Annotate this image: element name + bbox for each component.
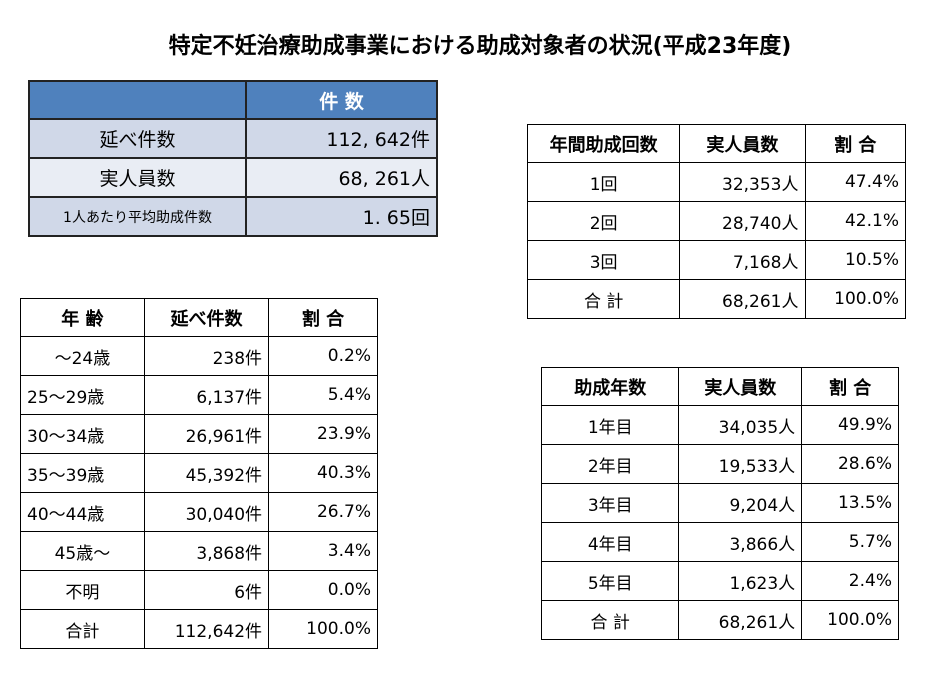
table-cell: 7,168人	[679, 240, 806, 280]
row-value: 68, 261人	[245, 157, 438, 198]
table-cell: 2.4%	[801, 561, 899, 601]
table-cell: 68,261人	[678, 600, 803, 640]
table-cell: 合 計	[526, 279, 681, 319]
row-value: 112, 642件	[245, 118, 438, 159]
table-cell: 5.7%	[801, 522, 899, 562]
table-row: 4年目 3,866人 5.7%	[540, 522, 899, 562]
table-row: ～24歳 238件 0.2%	[20, 336, 378, 376]
table-cell: 68,261人	[679, 279, 806, 319]
table-row: 35～39歳 45,392件 40.3%	[20, 453, 378, 493]
table-cell: 23.9%	[268, 414, 378, 454]
table-cell: 100.0%	[268, 609, 378, 649]
table-cell: 112,642件	[143, 609, 270, 649]
table-cell: 13.5%	[801, 483, 899, 523]
table-cell: 42.1%	[804, 201, 906, 241]
table-row: 2回 28,740人 42.1%	[526, 201, 906, 241]
table-cell: 40.3%	[268, 453, 378, 493]
table-cell: 合 計	[540, 600, 680, 640]
table-cell: 45,392件	[143, 453, 270, 493]
table-cell: 6件	[143, 570, 270, 610]
table-cell: 26.7%	[268, 492, 378, 532]
table-cell: 2回	[526, 201, 681, 241]
table-row: 1回 32,353人 47.4%	[526, 162, 906, 202]
table-cell: 28,740人	[679, 201, 806, 241]
table-cell: 26,961件	[143, 414, 270, 454]
table-row: 5年目 1,623人 2.4%	[540, 561, 899, 601]
table-row: 3年目 9,204人 13.5%	[540, 483, 899, 523]
table-cell: 0.0%	[268, 570, 378, 610]
table-row: 合 計 68,261人 100.0%	[540, 600, 899, 640]
table-cell: 0.2%	[268, 336, 378, 376]
column-header: 年 齢	[20, 298, 145, 337]
table-cell: 3,868件	[143, 531, 270, 571]
table-cell: 45歳～	[20, 531, 145, 571]
row-value: 1. 65回	[245, 196, 438, 237]
table-row: 3回 7,168人 10.5%	[526, 240, 906, 280]
table-cell: 47.4%	[804, 162, 906, 202]
table-row: 45歳～ 3,868件 3.4%	[20, 531, 378, 571]
table-row: 1年目 34,035人 49.9%	[540, 405, 899, 445]
column-header: 実人員数	[679, 124, 806, 163]
table-cell: 40～44歳	[20, 492, 145, 532]
table-cell: 30～34歳	[20, 414, 145, 454]
years-table: 助成年数 実人員数割 合 1年目 34,035人 49.9% 2年目 19,533人 28.6…	[540, 367, 899, 640]
table-cell: 49.9%	[801, 405, 899, 445]
table-cell: 3,866人	[678, 522, 803, 562]
column-header: 年間助成回数	[526, 124, 681, 163]
table-row: 合 計 68,261人 100.0%	[526, 279, 906, 319]
table-cell: 2年目	[540, 444, 680, 484]
table-cell: 3.4%	[268, 531, 378, 571]
table-row: 合計 112,642件 100.0%	[20, 609, 378, 649]
table-row: 30～34歳 26,961件 23.9%	[20, 414, 378, 454]
table-cell: 100.0%	[801, 600, 899, 640]
table-cell: 1回	[526, 162, 681, 202]
table-cell: 5年目	[540, 561, 680, 601]
table-cell: 合計	[20, 609, 145, 649]
table-cell: 3回	[526, 240, 681, 280]
column-header: 延べ件数	[143, 298, 270, 337]
column-header: 助成年数	[540, 367, 680, 406]
age-table: 年 齢延べ件数割 合～24歳 238件 0.2% 25～29歳 6,137件 5.4% 30…	[20, 298, 378, 649]
table-row: 不明 6件 0.0%	[20, 570, 378, 610]
table-cell: 5.4%	[268, 375, 378, 415]
column-header: 割 合	[801, 367, 899, 406]
table-row: 2年目 19,533人 28.6%	[540, 444, 899, 484]
table-cell: 3年目	[540, 483, 680, 523]
row-label: 実人員数	[28, 157, 247, 198]
table-cell: 4年目	[540, 522, 680, 562]
table-cell: 34,035人	[678, 405, 803, 445]
column-header: 実人員数	[678, 367, 803, 406]
table-cell: 不明	[20, 570, 145, 610]
table-cell: 100.0%	[804, 279, 906, 319]
table-cell: 6,137件	[143, 375, 270, 415]
table-cell: 238件	[143, 336, 270, 376]
table-cell: 10.5%	[804, 240, 906, 280]
table-cell: 25～29歳	[20, 375, 145, 415]
table-cell: 19,533人	[678, 444, 803, 484]
page-title: 特定不妊治療助成事業における助成対象者の状況(平成23年度)	[168, 34, 792, 59]
annual-count-table: 年間助成回数 実人員数割 合 1回 32,353人 47.4% 2回 28,740人 42.1…	[526, 124, 906, 319]
column-header: 割 合	[268, 298, 378, 337]
table-row: 40～44歳 30,040件 26.7%	[20, 492, 378, 532]
table-cell: 9,204人	[678, 483, 803, 523]
table-cell: 30,040件	[143, 492, 270, 532]
row-label: 1人あたり平均助成件数	[28, 196, 247, 237]
table-cell: 1,623人	[678, 561, 803, 601]
table-cell: 32,353人	[679, 162, 806, 202]
table-cell: 28.6%	[801, 444, 899, 484]
summary-header: 件 数	[245, 80, 438, 120]
column-header: 割 合	[804, 124, 906, 163]
table-row: 25～29歳 6,137件 5.4%	[20, 375, 378, 415]
table-cell: 35～39歳	[20, 453, 145, 493]
table-cell: 1年目	[540, 405, 680, 445]
summary-table: 件 数 延べ件数 112, 642件 実人員数 68, 261人 1人あたり平均助成…	[28, 80, 438, 237]
table-cell: ～24歳	[20, 336, 145, 376]
row-label: 延べ件数	[28, 118, 247, 159]
